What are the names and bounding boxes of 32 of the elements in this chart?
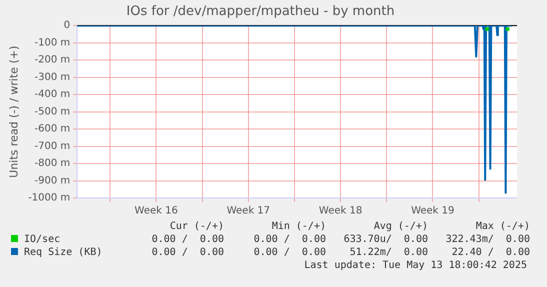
text: Min (-/+) [270,220,326,233]
text: 0.00 / 0.00 [252,246,326,259]
text: 22.40 / 0.00 [450,246,530,259]
text: Max (-/+) [474,220,530,233]
y-tick-label: -100 m [34,37,70,48]
legend-label: Req Size (KB) [23,246,104,259]
y-tick-label: -500 m [34,106,70,118]
y-tick-label: -900 m [34,175,70,186]
y-tick-label: -800 m [34,158,70,170]
x-tick-label: Week 19 [411,206,454,217]
x-tick-label: Week 18 [318,206,362,217]
legend-label: IO/sec [23,233,62,246]
text: Last update: Tue May 13 18:00:42 2025 [303,260,527,271]
text: 51.22m/ 0.00 [348,246,428,259]
text: 0.00 / 0.00 [150,246,224,259]
chart-title: IOs for /dev/mapper/mpatheu - by month [126,4,395,20]
x-tick-label: Week 16 [134,206,178,217]
text: Cur (-/+) [168,220,224,233]
y-tick-label: 0 [64,20,70,32]
y-tick-label: -600 m [34,124,70,135]
text: 0.00 / 0.00 [252,233,326,246]
text: 322.43m/ 0.00 [444,233,530,246]
y-tick-label: -300 m [34,72,70,83]
text: 0.00 / 0.00 [150,233,224,246]
text: Avg (-/+) [372,220,428,233]
y-tick-label: -400 m [34,89,70,100]
y-tick-label: -700 m [34,140,70,152]
x-tick-label: Week 17 [226,206,270,217]
y-tick-label: -200 m [34,54,70,66]
text: 633.70u/ 0.00 [342,233,428,246]
y-tick-label: -1000 m [28,192,70,204]
y-axis-title: Units read (-) / write (+) [7,46,20,178]
